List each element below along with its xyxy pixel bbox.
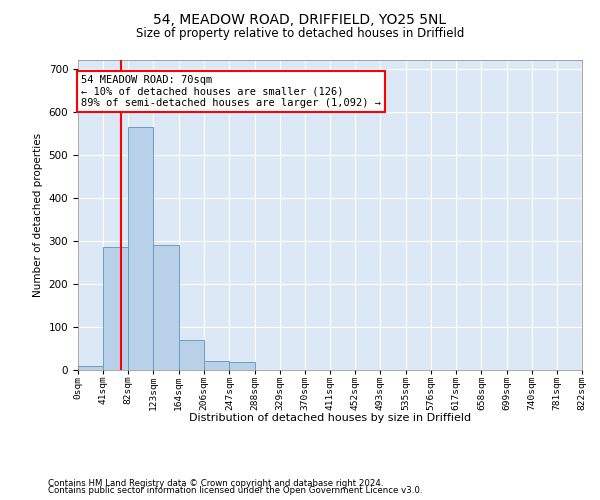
X-axis label: Distribution of detached houses by size in Driffield: Distribution of detached houses by size … xyxy=(189,413,471,423)
Bar xyxy=(78,366,103,370)
Text: Contains HM Land Registry data © Crown copyright and database right 2024.: Contains HM Land Registry data © Crown c… xyxy=(48,478,383,488)
Y-axis label: Number of detached properties: Number of detached properties xyxy=(33,133,43,297)
Text: Contains public sector information licensed under the Open Government Licence v3: Contains public sector information licen… xyxy=(48,486,422,495)
Text: 54 MEADOW ROAD: 70sqm
← 10% of detached houses are smaller (126)
89% of semi-det: 54 MEADOW ROAD: 70sqm ← 10% of detached … xyxy=(81,75,381,108)
Bar xyxy=(205,360,229,370)
Bar xyxy=(229,362,254,370)
Text: 54, MEADOW ROAD, DRIFFIELD, YO25 5NL: 54, MEADOW ROAD, DRIFFIELD, YO25 5NL xyxy=(154,12,446,26)
Bar xyxy=(179,340,205,370)
Bar xyxy=(154,245,179,370)
Bar xyxy=(103,248,128,370)
Text: Size of property relative to detached houses in Driffield: Size of property relative to detached ho… xyxy=(136,28,464,40)
Bar xyxy=(128,126,154,370)
